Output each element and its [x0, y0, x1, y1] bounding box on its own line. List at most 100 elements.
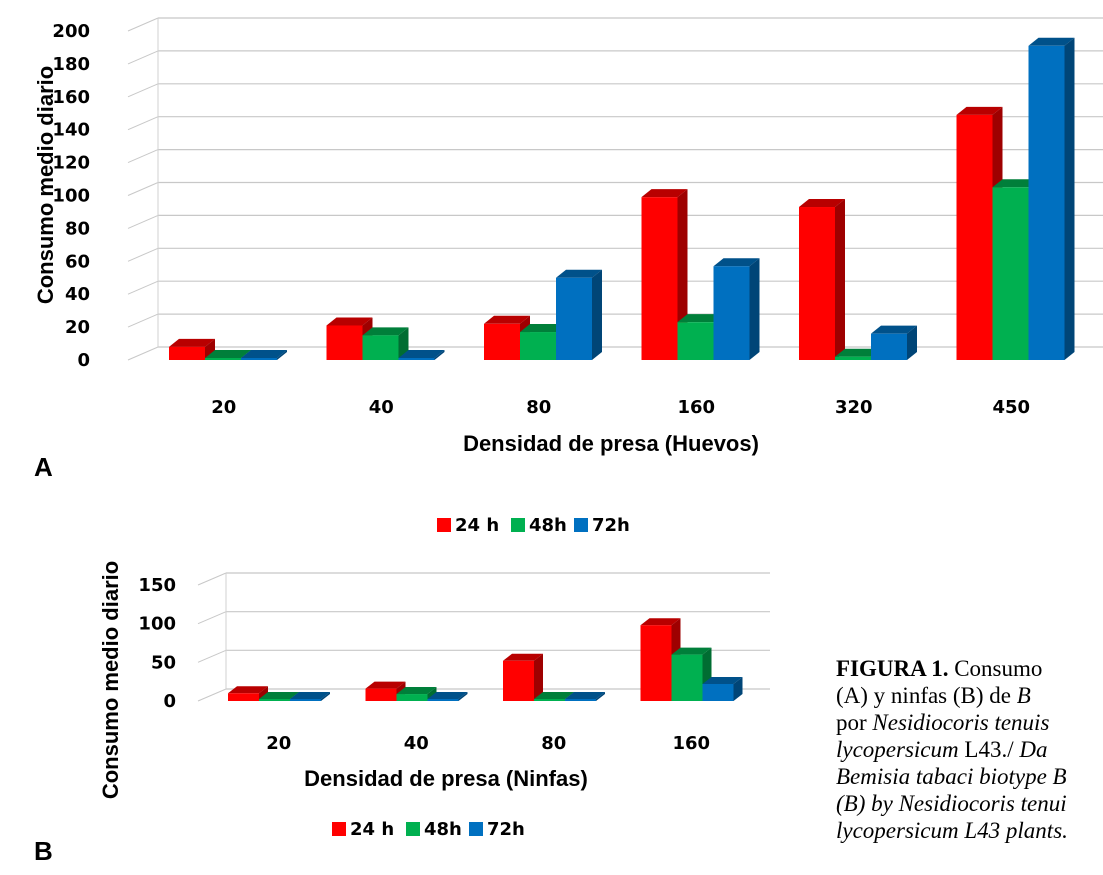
bar-front — [640, 625, 672, 701]
y-axis-title: Consumo medio diario — [33, 66, 58, 304]
bar-front — [556, 277, 592, 360]
legend-label: 72h — [592, 515, 630, 536]
bar-72h-160 — [702, 676, 743, 701]
bar-side — [398, 327, 409, 360]
gridline-diag — [127, 116, 159, 131]
bar-side — [534, 653, 543, 701]
bar-top — [677, 314, 724, 323]
gridline-diag — [127, 280, 159, 295]
y-tick-label: 40 — [65, 284, 90, 305]
caption-line: (A) y ninfas (B) de B — [836, 682, 1103, 709]
bar-front — [365, 688, 397, 701]
legend-swatch — [511, 518, 525, 532]
caption-line: (B) by Nesidiocoris tenui — [836, 790, 1103, 817]
bar-top — [396, 687, 437, 695]
legend-label: 72h — [487, 819, 525, 840]
bar-top — [992, 179, 1039, 188]
y-tick-label: 0 — [163, 691, 176, 712]
y-tick-label: 20 — [65, 317, 90, 338]
caption-text: Bemisia tabaci biotype B — [836, 764, 1067, 789]
x-tick-label: 80 — [541, 733, 566, 754]
bar-front — [290, 699, 321, 701]
x-tick-label: 450 — [992, 397, 1030, 418]
bar-top — [640, 618, 681, 626]
bar-front — [799, 207, 835, 360]
bar-side — [835, 199, 845, 360]
bar-top — [702, 676, 743, 684]
bar-top — [556, 269, 602, 278]
chart-b: 0 50 100 150 20 40 80 160 Densidad de presa (Nin… — [98, 561, 770, 840]
gridline-diag — [127, 346, 159, 361]
gridline-diag — [127, 247, 159, 262]
bar-front — [241, 358, 277, 360]
caption-line: lycopersicum L43 plants. — [836, 817, 1103, 844]
bar-top — [259, 692, 299, 699]
bar-front — [671, 654, 703, 701]
legend-swatch — [332, 822, 346, 836]
bar-72h-20 — [290, 692, 330, 701]
gridline-diag — [197, 649, 227, 663]
bar-side — [749, 258, 760, 360]
bar-front — [503, 660, 534, 701]
bar-side — [1064, 37, 1075, 361]
bar-front — [259, 699, 290, 701]
bar-front — [835, 356, 871, 360]
bar-72h-450 — [1028, 37, 1075, 361]
bar-side — [458, 692, 468, 701]
bar-front — [677, 322, 714, 360]
y-tick-label: 0 — [77, 350, 90, 371]
bar-front — [205, 358, 241, 360]
y-tick-label: 150 — [138, 575, 176, 596]
legend-swatch — [574, 518, 588, 532]
bar-front — [228, 693, 259, 701]
bar-side — [907, 325, 917, 360]
legend-swatch — [469, 822, 483, 836]
caption-text: lycopersicum L43 plants. — [836, 818, 1068, 843]
bar-top — [503, 653, 543, 661]
bar-side — [596, 692, 605, 701]
x-axis-title: Densidad de presa (Ninfas) — [304, 766, 588, 791]
bar-top — [362, 327, 409, 336]
caption-line: FIGURA 1. Consumo — [836, 655, 1103, 682]
bar-top — [241, 350, 287, 358]
x-tick-label: 40 — [404, 733, 429, 754]
y-tick-label: 200 — [52, 21, 90, 42]
bar-top — [871, 325, 917, 334]
y-tick-label: 100 — [138, 614, 176, 635]
gridline-diag — [127, 50, 159, 65]
gridline-diag — [197, 572, 227, 586]
y-tick-label: 140 — [52, 120, 90, 141]
x-tick-label: 160 — [672, 733, 710, 754]
caption-text: Consumo — [948, 656, 1043, 681]
bar-top — [398, 350, 445, 358]
y-tick-label: 180 — [52, 54, 90, 75]
y-tick-label: 100 — [52, 186, 90, 207]
bar-front — [398, 358, 435, 360]
bar-front — [702, 683, 734, 701]
bar-top — [484, 315, 530, 324]
y-tick-label: 160 — [52, 87, 90, 108]
legend-swatch — [437, 518, 451, 532]
x-tick-label: 160 — [677, 397, 715, 418]
bar-front — [362, 335, 399, 360]
caption-line: Bemisia tabaci biotype B — [836, 763, 1103, 790]
chart-a: 0 20 40 60 80 100 120 140 160 180 200 20 40 80 160 320 4… — [33, 17, 1103, 536]
bar-front — [871, 333, 907, 360]
legend-swatch — [406, 822, 420, 836]
bar-front — [326, 325, 363, 360]
bar-72h-80 — [556, 269, 602, 360]
panel-label-a: A — [34, 452, 53, 482]
gridline-diag — [127, 17, 159, 32]
bar-top — [365, 681, 406, 689]
y-axis-title: Consumo medio diario — [98, 561, 123, 799]
caption-text: Da — [1019, 737, 1048, 762]
bar-front — [1028, 45, 1065, 361]
y-tick-label: 60 — [65, 251, 90, 272]
bar-top — [713, 258, 760, 267]
caption-text: lycopersicum — [836, 737, 959, 762]
bar-front — [956, 114, 993, 361]
bar-front — [169, 346, 205, 360]
gridline-diag — [127, 214, 159, 229]
